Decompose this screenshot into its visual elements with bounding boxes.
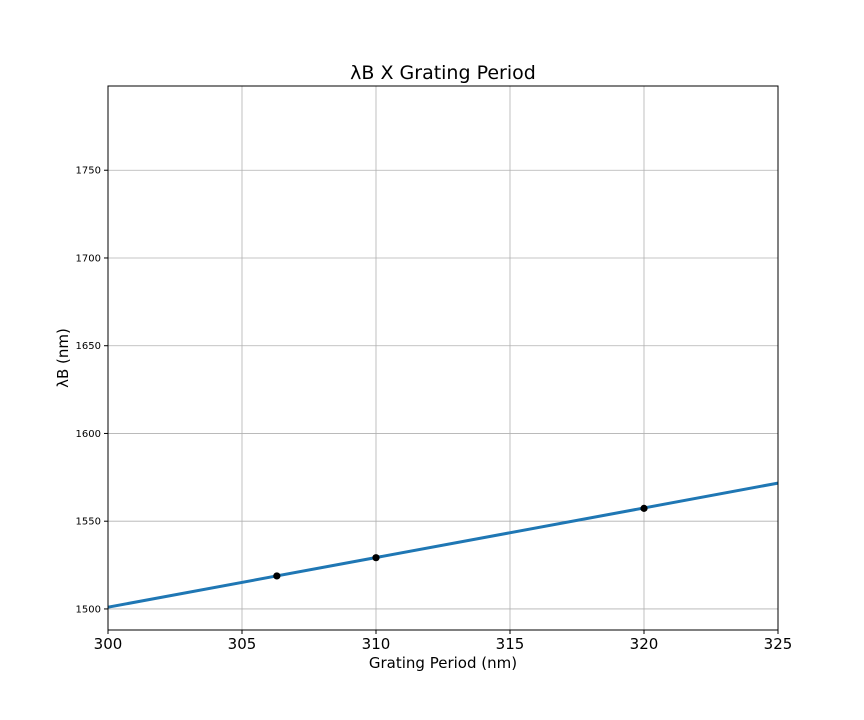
y-tick-label: 1500 xyxy=(76,604,101,615)
x-tick-label: 320 xyxy=(630,635,659,653)
plot-area-frame xyxy=(107,85,779,631)
x-axis-label: Grating Period (nm) xyxy=(369,654,517,672)
chart-title: λB X Grating Period xyxy=(350,62,536,84)
series-lines xyxy=(107,481,779,609)
x-tick-label: 305 xyxy=(228,635,257,653)
series-line xyxy=(107,481,779,609)
data-point xyxy=(273,572,281,580)
y-tick-label: 1700 xyxy=(76,253,101,264)
x-tick-label: 325 xyxy=(764,635,793,653)
data-point xyxy=(372,554,380,562)
data-points xyxy=(273,504,648,580)
y-axis-label: λB (nm) xyxy=(54,328,72,388)
x-tick-label: 310 xyxy=(362,635,391,653)
grid xyxy=(107,86,779,630)
y-tick-label: 1750 xyxy=(76,166,101,177)
x-tick-label: 315 xyxy=(496,635,525,653)
x-tick-label: 300 xyxy=(94,635,123,653)
y-tick-label: 1650 xyxy=(76,341,101,352)
y-tick-label: 1600 xyxy=(76,429,101,440)
data-point xyxy=(640,504,648,512)
x-axis-ticks: 300 305 310 315 320 325 xyxy=(94,630,793,653)
y-tick-label: 1550 xyxy=(76,517,101,528)
y-axis-ticks: 1500 1550 1600 1650 1700 1750 xyxy=(76,166,108,615)
